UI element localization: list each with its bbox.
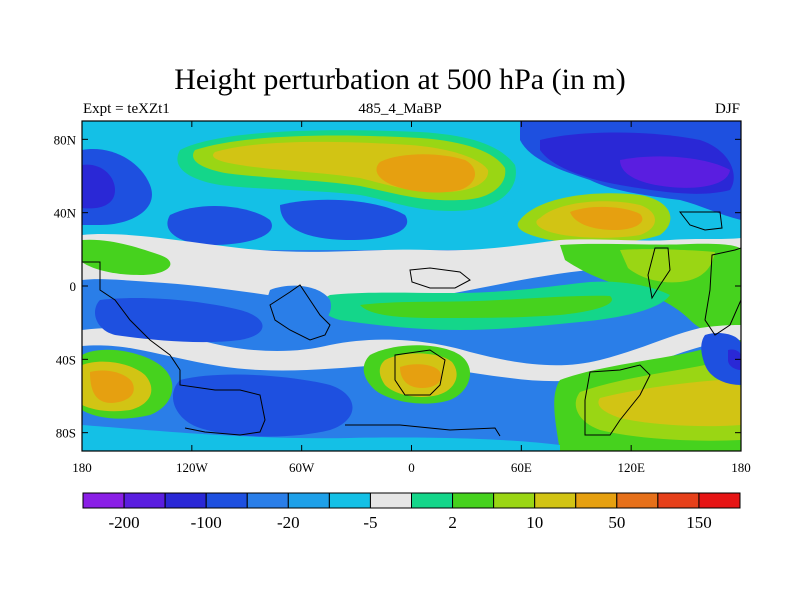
lon-tick-label: 180 — [731, 460, 751, 475]
lat-tick-label: 40N — [54, 206, 77, 221]
lon-tick-label: 0 — [408, 460, 415, 475]
colorbar-box — [534, 492, 577, 509]
colorbar-box — [328, 492, 371, 509]
lat-tick-label: 80S — [56, 426, 76, 441]
lon-tick-label: 60W — [289, 460, 315, 475]
colorbar-box — [698, 492, 741, 509]
lat-tick-label: 80N — [54, 132, 77, 147]
colorbar-box — [657, 492, 700, 509]
lon-tick-label: 180 — [72, 460, 92, 475]
colorbar-label: -20 — [277, 513, 300, 532]
colorbar-box — [164, 492, 207, 509]
colorbar-label: -200 — [108, 513, 139, 532]
colorbar-box — [493, 492, 536, 509]
colorbar-box — [575, 492, 618, 509]
colorbar-label: 150 — [686, 513, 712, 532]
colorbar-box — [411, 492, 454, 509]
colorbar-box — [369, 492, 412, 509]
latitude-axis: 80N 40N 0 40S 80S — [54, 132, 741, 441]
colorbar: -200 -100 -20 -5 2 10 50 150 — [82, 492, 741, 532]
lon-tick-label: 120W — [176, 460, 209, 475]
colorbar-box — [616, 492, 659, 509]
map-title: Height perturbation at 500 hPa (in m) — [174, 63, 626, 96]
colorbar-label: -100 — [191, 513, 222, 532]
contour-field — [82, 121, 741, 451]
colorbar-box — [452, 492, 495, 509]
colorbar-box — [287, 492, 330, 509]
lon-tick-label: 120E — [617, 460, 645, 475]
colorbar-label: 2 — [448, 513, 457, 532]
colorbar-box — [205, 492, 248, 509]
lon-tick-label: 60E — [511, 460, 532, 475]
experiment-label: Expt = teXZt1 — [83, 101, 170, 117]
colorbar-label: -5 — [363, 513, 377, 532]
colorbar-box — [246, 492, 289, 509]
longitude-axis: 180 120W 60W 0 60E 120E 180 — [72, 121, 751, 475]
colorbar-box — [82, 492, 125, 509]
case-label: 485_4_MaBP — [358, 101, 442, 117]
lat-tick-label: 40S — [56, 352, 76, 367]
colorbar-box — [123, 492, 166, 509]
colorbar-label: 50 — [608, 513, 625, 532]
colorbar-label: 10 — [526, 513, 543, 532]
lat-tick-label: 0 — [70, 279, 77, 294]
season-label: DJF — [714, 101, 740, 117]
